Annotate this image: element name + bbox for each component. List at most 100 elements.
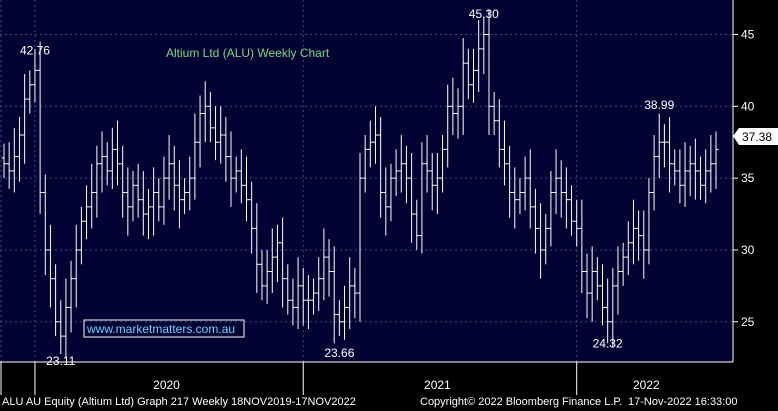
watermark: www.marketmatters.com.au (83, 319, 245, 338)
ohlc-bar (264, 249, 270, 304)
ohlc-bar (491, 91, 497, 136)
ohlc-bar (213, 106, 219, 161)
ohlc-bar (27, 70, 33, 114)
ohlc-bar (285, 264, 291, 315)
ohlc-bar (32, 48, 38, 103)
ohlc-bar (197, 95, 203, 168)
ohlc-bar (522, 156, 528, 211)
ohlc-bar (687, 145, 693, 197)
ohlc-bar (6, 142, 12, 189)
watermark-text: www.marketmatters.com.au (86, 322, 235, 336)
ohlc-bar (372, 106, 378, 164)
ohlc-bar (636, 210, 642, 261)
ohlc-bar (243, 156, 249, 222)
ohlc-bar (99, 131, 105, 193)
ohlc-bar (182, 178, 188, 215)
ohlc-bar (589, 246, 595, 322)
ohlc-bar (305, 275, 311, 329)
ohlc-bar (403, 145, 409, 204)
ohlc-bar (641, 210, 647, 279)
ohlc-bar (321, 228, 327, 301)
ohlc-bar (667, 117, 673, 193)
ohlc-bar (228, 131, 234, 207)
ohlc-bar (630, 199, 636, 265)
ohlc-bar (352, 267, 358, 319)
ohlc-bar (517, 178, 523, 215)
y-tick-label-35: 35 (741, 171, 755, 185)
ohlc-bar (388, 163, 394, 222)
ohlc-bar (574, 199, 580, 247)
ohlc-bar (440, 135, 446, 193)
ohlc-bar (37, 41, 43, 215)
ohlc-bar (553, 149, 559, 215)
ohlc-bar (434, 152, 440, 215)
ohlc-bar (625, 221, 631, 276)
ohlc-bar (259, 249, 265, 301)
axes: 25 30 35 40 45 2020 2021 2022 (0, 0, 755, 395)
ohlc-bar (512, 167, 518, 229)
ohlc-bar (135, 163, 141, 218)
ohlc-bar (42, 174, 48, 276)
ohlc-bar (58, 300, 64, 355)
ohlc-bar (672, 149, 678, 186)
ohlc-bar (166, 135, 172, 200)
ohlc-bars (1, 9, 719, 358)
ohlc-bar (336, 300, 342, 337)
ohlc-bar (254, 203, 260, 294)
x-tick-label-2022: 2022 (633, 378, 660, 392)
ohlc-bar (130, 170, 136, 222)
ohlc-bar (207, 91, 213, 143)
ohlc-bar (11, 127, 17, 193)
x-axis-panel (0, 362, 733, 395)
ohlc-bar (367, 120, 373, 168)
ohlc-bar (378, 117, 384, 218)
ohlc-bar (53, 264, 59, 337)
ohlc-bar (419, 142, 425, 254)
ohlc-bar (269, 228, 275, 294)
ohlc-bar (538, 203, 544, 279)
ohlc-bar (486, 9, 492, 136)
ohlc-bar (501, 120, 507, 186)
ohlc-bar (594, 257, 600, 301)
ohlc-bar (527, 149, 533, 229)
ohlc-bar (398, 135, 404, 193)
ohlc-bar (238, 149, 244, 204)
ohlc-bar (496, 99, 502, 168)
ohlc-bar (187, 156, 193, 211)
x-tick-label-2020: 2020 (153, 378, 180, 392)
footer-bar: ALU AU Equity (Altium Ltd) Graph 217 Wee… (0, 395, 778, 411)
x-tick-label-2021: 2021 (424, 378, 451, 392)
ohlc-bar (615, 246, 621, 315)
ohlc-bar (331, 246, 337, 344)
footer-timestamp: 17-Nov-2022 16:33:00 (628, 396, 738, 408)
y-tick-label-40: 40 (741, 99, 755, 113)
watermark-box (83, 319, 245, 338)
ohlc-bar (68, 260, 74, 333)
ohlc-bar (249, 181, 255, 254)
plot-background (0, 0, 733, 362)
annotation-label: 24.32 (593, 337, 623, 351)
ohlc-bar (646, 178, 652, 265)
ohlc-bar (651, 135, 657, 211)
ohlc-bar (300, 267, 306, 326)
ohlc-bar (115, 120, 121, 186)
ohlc-bar (109, 127, 115, 189)
ohlc-bar (445, 84, 451, 168)
ohlc-bar (677, 149, 683, 204)
ohlc-bar (450, 77, 456, 136)
ohlc-bar (280, 217, 286, 308)
y-tick-label-45: 45 (741, 27, 755, 41)
annotation-label: 23.11 (46, 354, 75, 368)
ohlc-bar (569, 185, 575, 236)
ohlc-bar (414, 199, 420, 250)
ohlc-bar (703, 149, 709, 204)
ohlc-bar (120, 145, 126, 218)
ohlc-bar (656, 113, 662, 179)
ohlc-bar (605, 278, 611, 344)
ohlc-bar (145, 188, 151, 240)
ohlc-bar (233, 156, 239, 193)
ohlc-bar (383, 167, 389, 236)
last-price-label: 37.38 (742, 130, 772, 144)
ohlc-bar (481, 16, 487, 74)
